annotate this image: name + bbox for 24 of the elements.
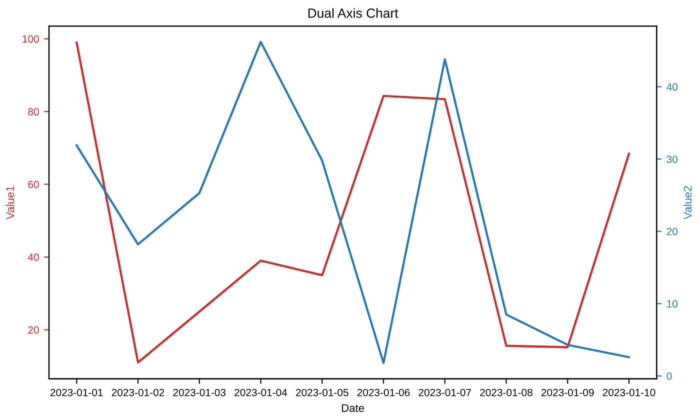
x-tick-label: 2023-01-06: [357, 388, 410, 396]
y2-tick-label: 20: [666, 228, 678, 236]
y2-tick-label: 10: [667, 300, 678, 308]
x-tick-label: 2023-01-09: [541, 388, 594, 396]
x-tick-label: 2023-01-03: [173, 388, 226, 396]
x-tick-label: 2023-01-02: [112, 388, 164, 396]
x-tick-label: 2023-01-05: [296, 388, 348, 396]
x-tick-label: 2023-01-08: [480, 388, 532, 396]
y-tick-label: 100: [22, 35, 39, 43]
x-tick-label: 2023-01-10: [602, 388, 656, 396]
x-axis-title: Date: [342, 404, 364, 412]
y-tick-label: 80: [28, 108, 39, 116]
y-tick-label: 60: [28, 180, 39, 188]
y-axis-title: Value1: [6, 186, 14, 220]
chart-title: Dual Axis Chart: [308, 8, 398, 18]
y2-axis-title: Value2: [683, 186, 692, 220]
y2-tick-label: 40: [666, 83, 678, 91]
x-tick-label: 2023-01-01: [50, 388, 103, 396]
y2-tick-label: 0: [666, 372, 672, 380]
x-tick-label: 2023-01-07: [418, 388, 471, 396]
y-tick-label: 20: [28, 326, 39, 334]
x-tick-label: 2023-01-04: [234, 388, 288, 396]
y2-tick-label: 30: [666, 156, 678, 163]
y-tick-label: 40: [28, 253, 39, 261]
